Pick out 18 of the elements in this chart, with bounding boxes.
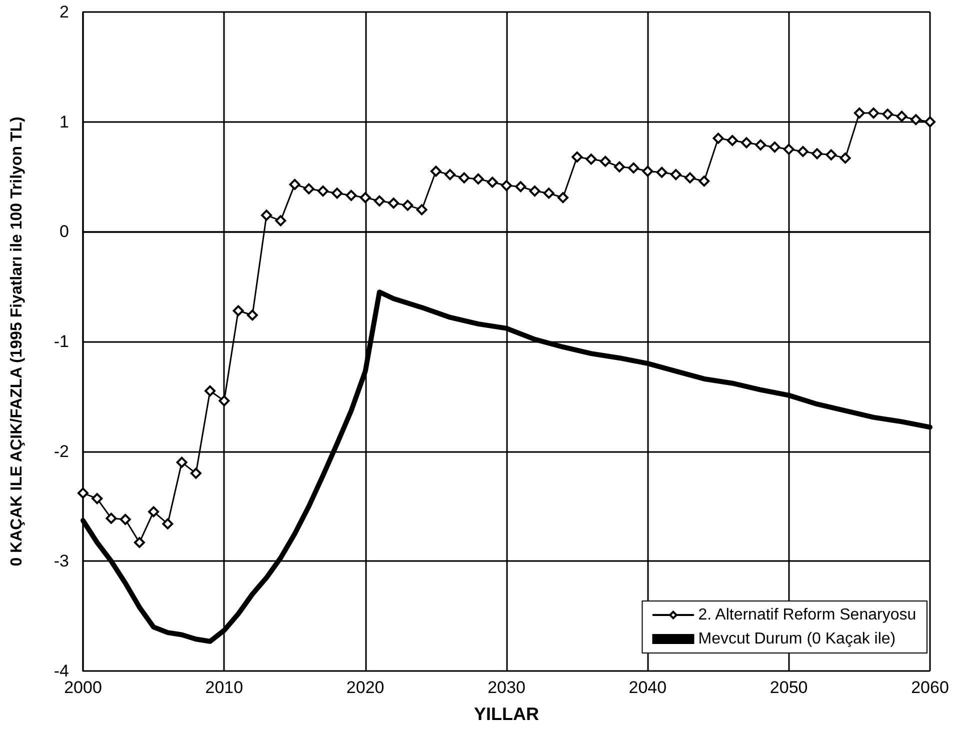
x-axis-title: YILLAR: [474, 704, 539, 724]
x-tick-label: 2000: [64, 678, 102, 697]
y-tick-label: -4: [54, 662, 69, 680]
x-tick-label: 2060: [911, 678, 949, 697]
legend-label: 2. Alternatif Reform Senaryosu: [698, 606, 916, 624]
y-tick-label: 0: [60, 222, 69, 242]
x-tick-label: 2010: [205, 678, 244, 697]
y-tick-label: 1: [60, 112, 69, 132]
x-tick-label: 2050: [770, 678, 808, 697]
x-tick-label: 2020: [346, 678, 384, 697]
y-tick-label: -2: [54, 442, 69, 461]
x-tick-label: 2040: [628, 678, 667, 697]
legend-label: Mevcut Durum (0 Kaçak ile): [698, 630, 896, 648]
y-tick-label: 2: [60, 2, 69, 22]
y-tick-label: -1: [54, 332, 69, 351]
x-tick-label: 2030: [488, 678, 526, 697]
y-tick-label: -3: [54, 552, 69, 571]
y-axis-title: 0 KAÇAK ILE AÇIK/FAZLA (1995 Fiyatları ile 100 Trilyon TL): [8, 116, 26, 566]
